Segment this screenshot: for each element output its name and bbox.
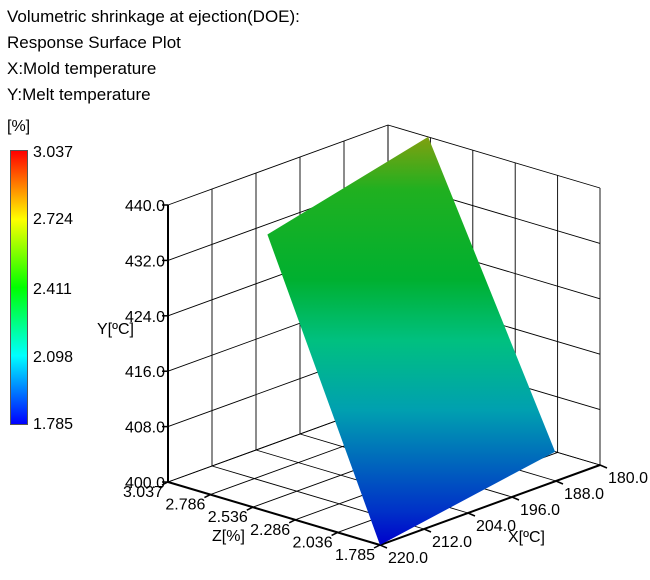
y-tick-label: 400.0 xyxy=(125,475,165,492)
x-tick-label: 196.0 xyxy=(520,502,560,519)
title-line-4: Y:Melt temperature xyxy=(7,85,151,104)
z-tick-label: 2.286 xyxy=(250,522,290,539)
y-tick-label: 416.0 xyxy=(125,364,165,381)
grid-line xyxy=(167,124,389,206)
z-tick-label: 2.786 xyxy=(165,497,205,514)
chart-title: Volumetric shrinkage at ejection(DOE): R… xyxy=(7,4,300,108)
y-tick-label: 432.0 xyxy=(125,253,165,270)
response-surface xyxy=(267,136,556,545)
colorbar-label-min: 1.785 xyxy=(33,416,74,433)
x-tick-label: 212.0 xyxy=(432,534,472,551)
x-tick-label: 204.0 xyxy=(476,518,516,535)
z-tick-mark xyxy=(331,531,338,537)
title-line-3: X:Mold temperature xyxy=(7,59,157,78)
x-tick-mark xyxy=(423,528,432,533)
z-tick-mark xyxy=(288,519,296,524)
z-tick-mark xyxy=(161,481,169,486)
y-tick-label: 408.0 xyxy=(125,420,165,437)
x-axis-line xyxy=(379,464,601,546)
title-line-2: Response Surface Plot xyxy=(7,33,181,52)
title-line-1: Volumetric shrinkage at ejection(DOE): xyxy=(7,7,300,26)
y-tick-label: 424.0 xyxy=(125,309,165,326)
z-tick-mark xyxy=(204,493,211,499)
x-tick-mark xyxy=(599,464,608,469)
z-tick-label: 2.536 xyxy=(208,509,248,526)
x-tick-mark xyxy=(555,480,564,485)
x-tick-mark xyxy=(467,512,476,517)
x-tick-mark xyxy=(511,496,520,501)
x-axis-label: X[ºC] xyxy=(508,529,545,546)
colorbar-label-4: 2.098 xyxy=(33,349,74,366)
z-tick-mark xyxy=(373,544,381,549)
z-tick-label: 3.037 xyxy=(123,484,163,501)
z-tick-label: 1.785 xyxy=(335,547,375,564)
colorbar-label-2: 2.724 xyxy=(33,211,74,228)
y-tick-label: 440.0 xyxy=(125,198,165,215)
z-axis-line xyxy=(167,481,381,546)
axes xyxy=(161,204,608,549)
z-tick-mark xyxy=(246,506,254,511)
colorbar xyxy=(10,150,28,425)
colorbar-label-max: 3.037 xyxy=(33,144,74,161)
grid-line xyxy=(387,124,601,189)
y-axis-label: Y[ºC] xyxy=(97,321,134,338)
colorbar-unit: [%] xyxy=(7,118,31,135)
x-tick-label: 180.0 xyxy=(608,470,648,487)
x-tick-mark xyxy=(379,544,388,549)
colorbar-label-3: 2.411 xyxy=(33,281,72,298)
z-axis-label: Z[%] xyxy=(212,528,245,545)
x-tick-label: 188.0 xyxy=(564,486,604,503)
x-tick-label: 220.0 xyxy=(388,550,428,567)
z-tick-label: 2.036 xyxy=(293,534,333,551)
